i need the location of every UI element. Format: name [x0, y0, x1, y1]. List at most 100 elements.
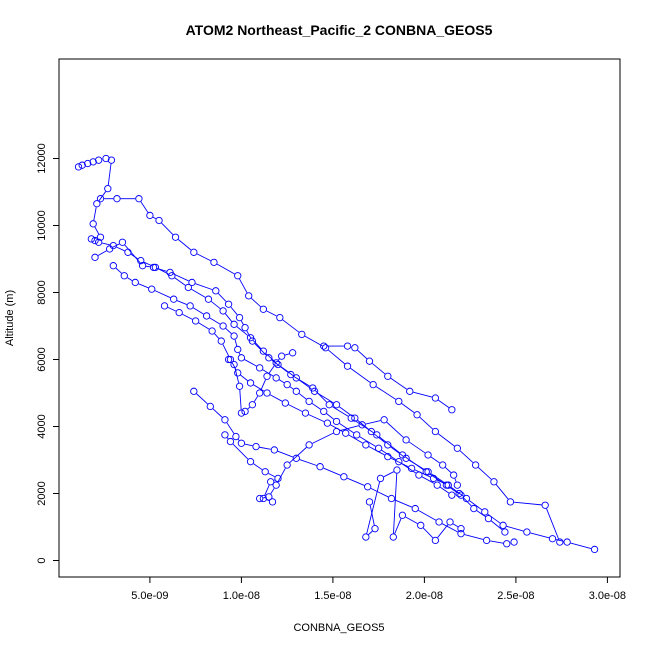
series-segment: [244, 359, 257, 367]
data-point: [234, 369, 242, 377]
data-point: [155, 216, 163, 225]
data-point: [343, 362, 352, 370]
data-point: [384, 441, 392, 449]
series-segment: [282, 319, 300, 333]
data-point: [206, 402, 214, 411]
data-point: [221, 416, 229, 424]
series-segment: [490, 520, 503, 531]
data-point: [283, 380, 291, 389]
data-point: [351, 414, 359, 422]
data-point: [274, 360, 282, 369]
series-segment: [152, 216, 157, 220]
data-point: [74, 163, 83, 171]
data-point: [411, 504, 419, 513]
series-segment: [421, 476, 435, 484]
series-segment: [359, 436, 376, 447]
series-segment: [284, 353, 290, 356]
series-segment: [436, 479, 446, 485]
data-point: [305, 441, 313, 449]
data-point: [78, 161, 86, 169]
data-series: [74, 154, 599, 554]
data-point: [433, 481, 441, 489]
data-point: [362, 533, 370, 541]
series-segment: [226, 422, 235, 434]
data-point: [362, 441, 370, 449]
series-segment: [332, 406, 349, 417]
series-segment: [154, 290, 171, 299]
data-point: [170, 295, 178, 303]
series-segment: [405, 456, 424, 471]
data-point: [149, 263, 158, 272]
series-segment: [176, 300, 187, 305]
data-point: [364, 483, 372, 491]
series-segment: [370, 487, 389, 498]
data-point: [484, 514, 493, 523]
series-segment: [182, 313, 193, 320]
data-point: [351, 344, 359, 352]
data-point: [118, 238, 127, 246]
series-segment: [210, 301, 221, 310]
series-segment: [293, 376, 310, 387]
data-series: [362, 466, 465, 545]
data-point: [256, 389, 264, 397]
series-segment: [216, 263, 235, 275]
series-segment: [347, 477, 365, 486]
series-segment: [268, 472, 276, 478]
series-segment: [422, 527, 434, 539]
data-series: [109, 262, 463, 499]
data-point: [292, 387, 300, 395]
series-segment: [240, 374, 248, 382]
x-tick-label: 1.0e-08: [223, 590, 260, 602]
data-point: [226, 355, 235, 364]
data-point: [367, 427, 375, 436]
series-segment: [430, 456, 440, 464]
series-segment: [546, 508, 559, 539]
series-segment: [495, 484, 509, 500]
data-point: [263, 389, 271, 397]
series-segment: [326, 413, 335, 420]
data-point: [265, 493, 273, 501]
data-point: [288, 349, 297, 357]
series-segment: [253, 384, 265, 392]
data-point: [320, 342, 328, 350]
x-axis: 5.0e-09 1.0e-08 1.5e-08 2.0e-08 2.5e-08 3.0e-…: [131, 577, 626, 602]
data-series: [224, 349, 297, 417]
series-segment: [304, 335, 323, 347]
data-point: [107, 156, 116, 164]
data-point: [431, 536, 440, 545]
series-segment: [366, 481, 381, 534]
data-point: [91, 253, 99, 261]
series-segment: [246, 330, 252, 339]
data-point: [105, 245, 114, 253]
data-point: [292, 454, 300, 462]
series-segment: [252, 340, 262, 349]
data-series: [320, 342, 456, 414]
series-segment: [279, 379, 285, 384]
series-segment: [240, 320, 244, 325]
series-segment: [413, 391, 433, 398]
data-point: [208, 327, 216, 335]
series-segment: [225, 328, 232, 334]
series-segment: [222, 344, 230, 357]
data-point: [283, 461, 291, 469]
data-point: [407, 464, 416, 473]
series-segment: [442, 523, 459, 533]
data-point: [219, 307, 227, 315]
series-segment: [438, 399, 450, 409]
data-point: [241, 407, 249, 416]
series-segment: [124, 244, 141, 264]
series-segment: [405, 516, 418, 524]
series-segment: [381, 449, 397, 461]
data-point: [272, 481, 280, 489]
data-point: [160, 302, 169, 310]
data-point: [320, 407, 328, 416]
series-segment: [314, 390, 328, 403]
data-point: [450, 471, 458, 479]
data-point: [171, 233, 180, 241]
series-layer: [74, 154, 599, 554]
data-point: [301, 409, 310, 417]
data-series: [91, 238, 509, 536]
data-point: [503, 540, 511, 548]
series-segment: [437, 433, 455, 447]
data-point: [482, 536, 491, 545]
